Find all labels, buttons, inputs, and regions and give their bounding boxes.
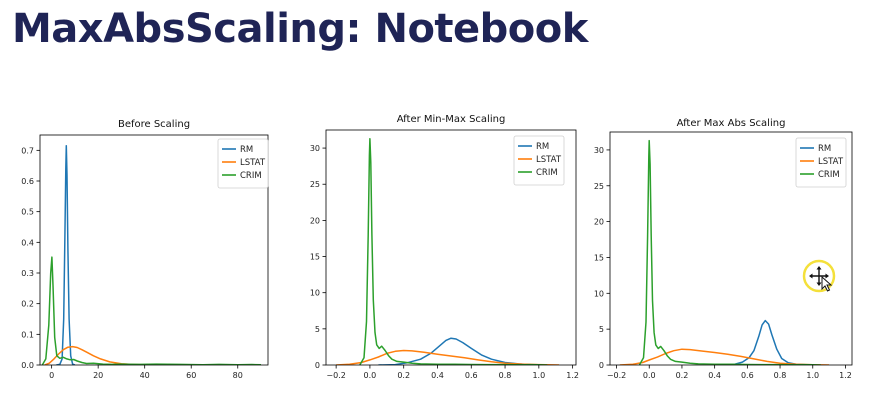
x-tick-label: 0.2 (676, 371, 689, 380)
y-tick-label: 0.7 (21, 146, 34, 155)
legend-label-crim: CRIM (818, 170, 840, 180)
chart-after-max-abs-scaling: After Max Abs Scaling −0.2 0.0 0.2 0.4 0.6 0.8… (594, 118, 853, 380)
legend: RM LSTAT CRIM (217, 138, 269, 189)
chart-title: Before Scaling (118, 119, 190, 130)
x-tick-label: 0.8 (774, 371, 787, 380)
y-tick-label: 0.6 (21, 177, 34, 186)
y-tick-label: 20 (594, 218, 604, 227)
x-tick-label: 0.0 (364, 371, 377, 380)
legend-label-lstat: LSTAT (536, 155, 562, 165)
y-tick-label: 0.5 (21, 208, 34, 217)
y-tick-label: 30 (594, 146, 604, 155)
plot-frame (39, 134, 269, 366)
move-cursor-icon (802, 259, 836, 293)
plot-frame (325, 129, 577, 366)
x-tick-label: 0.2 (397, 371, 410, 380)
legend-label-rm: RM (240, 145, 253, 155)
legend-label-rm: RM (536, 142, 549, 152)
x-tick-label: 0.0 (643, 371, 656, 380)
y-tick-label: 5 (599, 325, 604, 334)
legend-label-crim: CRIM (240, 171, 262, 181)
y-tick-label: 5 (315, 325, 320, 334)
y-tick-label: 0.0 (21, 361, 34, 370)
y-tick-label: 0.2 (21, 300, 34, 309)
y-tick-label: 10 (594, 289, 604, 298)
series-line-rm (56, 144, 76, 365)
y-tick-label: 0 (315, 361, 320, 370)
legend: RM LSTAT CRIM (513, 135, 565, 186)
x-tick-label: −0.2 (326, 371, 345, 380)
y-tick-label: 15 (310, 253, 320, 262)
x-tick-label: 0.4 (708, 371, 721, 380)
x-tick-label: 40 (140, 371, 150, 380)
y-tick-label: 25 (594, 182, 604, 191)
plot-area (41, 144, 262, 365)
legend-label-lstat: LSTAT (240, 158, 266, 168)
slide-title: MaxAbsScaling: Notebook (12, 6, 588, 52)
series-line-rm (722, 319, 810, 365)
series-line-lstat (44, 345, 150, 365)
x-tick-label: 0.6 (741, 371, 754, 380)
legend-label-rm: RM (818, 144, 831, 154)
x-tick-label: 60 (186, 371, 196, 380)
series-line-lstat (336, 349, 560, 365)
legend-label-crim: CRIM (536, 168, 558, 178)
x-tick-label: 20 (93, 371, 103, 380)
x-tick-label: 0.4 (431, 371, 444, 380)
chart-after-min-max-scaling: After Min-Max Scaling −0.2 0.0 0.2 0.4 0.6 0.8… (310, 114, 579, 380)
y-tick-label: 0 (599, 361, 604, 370)
y-tick-label: 15 (594, 253, 604, 262)
series-line-crim (638, 139, 821, 365)
y-tick-label: 20 (310, 216, 320, 225)
y-tick-label: 30 (310, 144, 320, 153)
x-tick-label: 0 (49, 371, 54, 380)
y-tick-label: 0.1 (21, 330, 34, 339)
chart-title: After Max Abs Scaling (677, 118, 786, 129)
plot-frame (609, 131, 853, 366)
legend-label-lstat: LSTAT (818, 157, 844, 167)
series-line-lstat (619, 348, 830, 365)
y-tick-label: 0.4 (21, 238, 34, 247)
series-line-crim (41, 256, 262, 365)
legend: RM LSTAT CRIM (795, 137, 847, 188)
series-line-rm (378, 337, 548, 365)
chart-before-scaling: Before Scaling 0 20 40 60 80 0.0 0.1 0.2 0.3 0.4 0.… (21, 119, 269, 380)
x-tick-label: 1.2 (839, 371, 852, 380)
y-tick-label: 10 (310, 289, 320, 298)
x-tick-label: 1.0 (532, 371, 545, 380)
x-tick-label: 0.8 (499, 371, 512, 380)
x-tick-label: 1.0 (806, 371, 819, 380)
y-tick-label: 25 (310, 180, 320, 189)
y-tick-label: 0.3 (21, 269, 34, 278)
x-tick-label: 1.2 (566, 371, 579, 380)
x-tick-label: 80 (233, 371, 243, 380)
x-tick-label: −0.2 (607, 371, 626, 380)
x-tick-label: 0.6 (465, 371, 478, 380)
chart-title: After Min-Max Scaling (397, 114, 506, 125)
